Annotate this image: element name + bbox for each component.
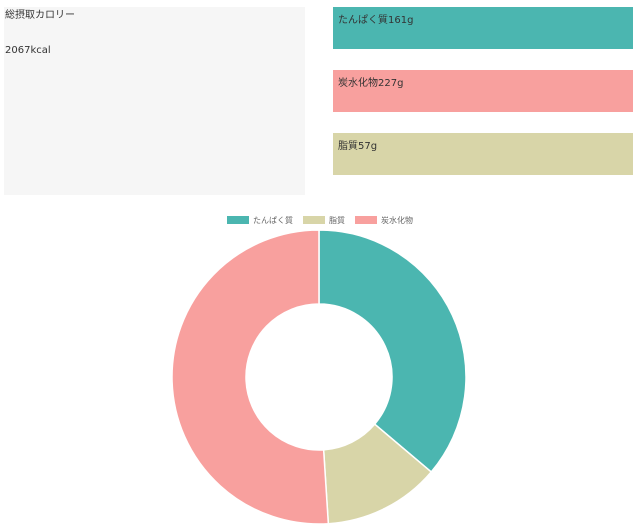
- legend-label-fat: 脂質: [329, 215, 345, 225]
- total-calorie-label: 総摂取カロリー: [5, 10, 75, 21]
- total-calorie-card: 総摂取カロリー 2067kcal: [4, 7, 305, 195]
- legend-item-protein[interactable]: たんぱく質: [227, 215, 293, 226]
- chart-legend: たんぱく質 脂質 炭水化物: [0, 214, 640, 226]
- legend-label-protein: たんぱく質: [253, 215, 293, 225]
- fat-text: 脂質57g: [338, 141, 378, 152]
- slice-carb[interactable]: [171, 229, 330, 525]
- fat-card: 脂質57g: [333, 133, 633, 175]
- protein-text: たんぱく質161g: [338, 15, 414, 26]
- total-calorie-value: 2067kcal: [5, 45, 51, 56]
- legend-item-fat[interactable]: 脂質: [303, 215, 345, 226]
- legend-swatch-protein: [227, 216, 249, 224]
- legend-swatch-fat: [303, 216, 325, 224]
- legend-label-carb: 炭水化物: [381, 215, 413, 225]
- carb-text: 炭水化物227g: [338, 78, 404, 89]
- slice-protein[interactable]: [318, 229, 467, 474]
- carb-card: 炭水化物227g: [333, 70, 633, 112]
- legend-item-carb[interactable]: 炭水化物: [355, 215, 413, 226]
- legend-swatch-carb: [355, 216, 377, 224]
- protein-card: たんぱく質161g: [333, 7, 633, 49]
